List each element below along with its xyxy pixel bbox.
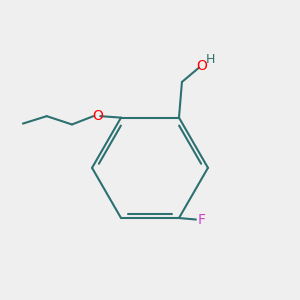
Text: O: O [92,109,103,123]
Text: O: O [196,58,207,73]
Text: H: H [206,52,215,66]
Text: F: F [197,212,205,226]
